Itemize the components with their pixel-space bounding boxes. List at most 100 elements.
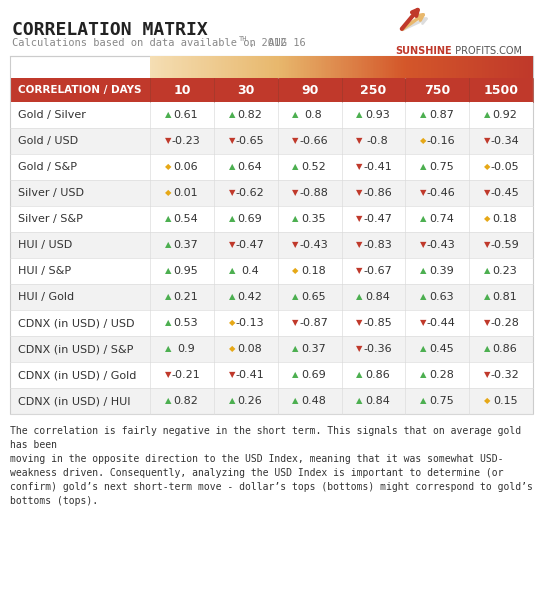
- Text: 0.81: 0.81: [493, 292, 517, 302]
- Text: 0.28: 0.28: [429, 370, 454, 380]
- Text: ◆: ◆: [165, 188, 171, 198]
- Text: -0.36: -0.36: [363, 344, 392, 354]
- Text: 0.23: 0.23: [493, 266, 517, 276]
- Text: -0.13: -0.13: [236, 318, 264, 328]
- Text: -0.23: -0.23: [172, 136, 200, 146]
- FancyBboxPatch shape: [10, 310, 533, 336]
- Text: ▼: ▼: [229, 188, 235, 198]
- Text: CDNX (in USD) / Gold: CDNX (in USD) / Gold: [18, 370, 136, 380]
- Text: ▼: ▼: [165, 136, 171, 145]
- Text: The correlation is fairly negative in the short term. This signals that on avera: The correlation is fairly negative in th…: [10, 426, 533, 506]
- Text: HUI / USD: HUI / USD: [18, 240, 72, 250]
- Text: -0.43: -0.43: [299, 240, 328, 250]
- Text: 0.95: 0.95: [174, 266, 198, 276]
- FancyBboxPatch shape: [10, 362, 533, 388]
- Text: ▲: ▲: [484, 293, 490, 302]
- Text: -0.41: -0.41: [363, 162, 392, 172]
- Text: ▲: ▲: [420, 293, 426, 302]
- Text: ◆: ◆: [229, 344, 235, 353]
- Text: -0.87: -0.87: [299, 318, 328, 328]
- Text: 0.15: 0.15: [493, 396, 517, 406]
- Text: CORRELATION MATRIX: CORRELATION MATRIX: [12, 21, 208, 39]
- Text: 0.37: 0.37: [301, 344, 326, 354]
- Text: 750: 750: [424, 84, 450, 96]
- Text: 0.35: 0.35: [301, 214, 326, 224]
- Text: ▲: ▲: [292, 344, 299, 353]
- Text: 0.82: 0.82: [173, 396, 198, 406]
- Text: -0.45: -0.45: [491, 188, 520, 198]
- Text: 0.75: 0.75: [429, 396, 453, 406]
- Text: 0.69: 0.69: [237, 214, 262, 224]
- Text: -0.32: -0.32: [491, 370, 520, 380]
- Text: ▼: ▼: [229, 370, 235, 379]
- Text: ◆: ◆: [420, 136, 426, 145]
- Text: ▼: ▼: [356, 267, 363, 276]
- Text: ▲: ▲: [484, 267, 490, 276]
- Text: -0.28: -0.28: [491, 318, 520, 328]
- Text: -0.46: -0.46: [427, 188, 456, 198]
- Text: Silver / S&P: Silver / S&P: [18, 214, 83, 224]
- Text: CDNX (in USD) / HUI: CDNX (in USD) / HUI: [18, 396, 130, 406]
- Text: 0.53: 0.53: [174, 318, 198, 328]
- Text: ▲: ▲: [165, 293, 171, 302]
- Text: 0.08: 0.08: [237, 344, 262, 354]
- Text: ▼: ▼: [292, 241, 299, 250]
- Text: ▲: ▲: [165, 110, 171, 119]
- Text: 0.87: 0.87: [429, 110, 454, 120]
- FancyBboxPatch shape: [10, 78, 533, 102]
- FancyBboxPatch shape: [10, 128, 533, 154]
- Text: ▲: ▲: [484, 344, 490, 353]
- Text: ◆: ◆: [165, 162, 171, 171]
- Text: -0.8: -0.8: [367, 136, 388, 146]
- Text: 0.54: 0.54: [174, 214, 198, 224]
- FancyBboxPatch shape: [10, 388, 533, 414]
- Text: 0.86: 0.86: [493, 344, 517, 354]
- Text: ◆: ◆: [229, 319, 235, 327]
- Text: ▼: ▼: [229, 136, 235, 145]
- Text: Calculations based on data available on  AUG 16: Calculations based on data available on …: [12, 38, 306, 48]
- Text: 0.63: 0.63: [429, 292, 453, 302]
- Text: , 2012: , 2012: [249, 38, 287, 48]
- Text: ◆: ◆: [484, 162, 490, 171]
- Text: ▲: ▲: [420, 267, 426, 276]
- Text: ▲: ▲: [420, 110, 426, 119]
- Text: ▼: ▼: [356, 162, 363, 171]
- Text: 0.84: 0.84: [365, 292, 390, 302]
- Text: Gold / USD: Gold / USD: [18, 136, 78, 146]
- Text: ▼: ▼: [165, 370, 171, 379]
- Text: 30: 30: [237, 84, 255, 96]
- Text: 0.82: 0.82: [237, 110, 262, 120]
- Text: ▲: ▲: [356, 370, 363, 379]
- Text: ▲: ▲: [356, 396, 363, 405]
- Text: ▼: ▼: [229, 241, 235, 250]
- FancyBboxPatch shape: [10, 284, 533, 310]
- Text: ◆: ◆: [292, 267, 299, 276]
- Text: ▼: ▼: [292, 188, 299, 198]
- FancyBboxPatch shape: [10, 206, 533, 232]
- Text: ▲: ▲: [229, 215, 235, 224]
- Text: ▼: ▼: [356, 241, 363, 250]
- Text: ▲: ▲: [292, 215, 299, 224]
- Text: ▲: ▲: [420, 215, 426, 224]
- Text: 0.01: 0.01: [174, 188, 198, 198]
- Text: Medium - term: Medium - term: [298, 61, 385, 73]
- Text: -0.67: -0.67: [363, 266, 392, 276]
- Text: ▼: ▼: [420, 188, 426, 198]
- Text: ▲: ▲: [292, 162, 299, 171]
- Text: 0.18: 0.18: [493, 214, 517, 224]
- FancyBboxPatch shape: [10, 258, 533, 284]
- Text: 0.86: 0.86: [365, 370, 390, 380]
- Text: ◆: ◆: [484, 396, 490, 405]
- Text: 0.42: 0.42: [237, 292, 262, 302]
- Text: -0.66: -0.66: [299, 136, 328, 146]
- Text: ▼: ▼: [420, 241, 426, 250]
- Text: ▲: ▲: [292, 293, 299, 302]
- Text: 0.93: 0.93: [365, 110, 390, 120]
- Text: ▼: ▼: [484, 188, 490, 198]
- Text: Long - term: Long - term: [435, 61, 503, 73]
- Text: 0.74: 0.74: [429, 214, 454, 224]
- Text: -0.59: -0.59: [491, 240, 520, 250]
- Text: ▼: ▼: [420, 319, 426, 327]
- Text: 0.48: 0.48: [301, 396, 326, 406]
- Text: 0.75: 0.75: [429, 162, 453, 172]
